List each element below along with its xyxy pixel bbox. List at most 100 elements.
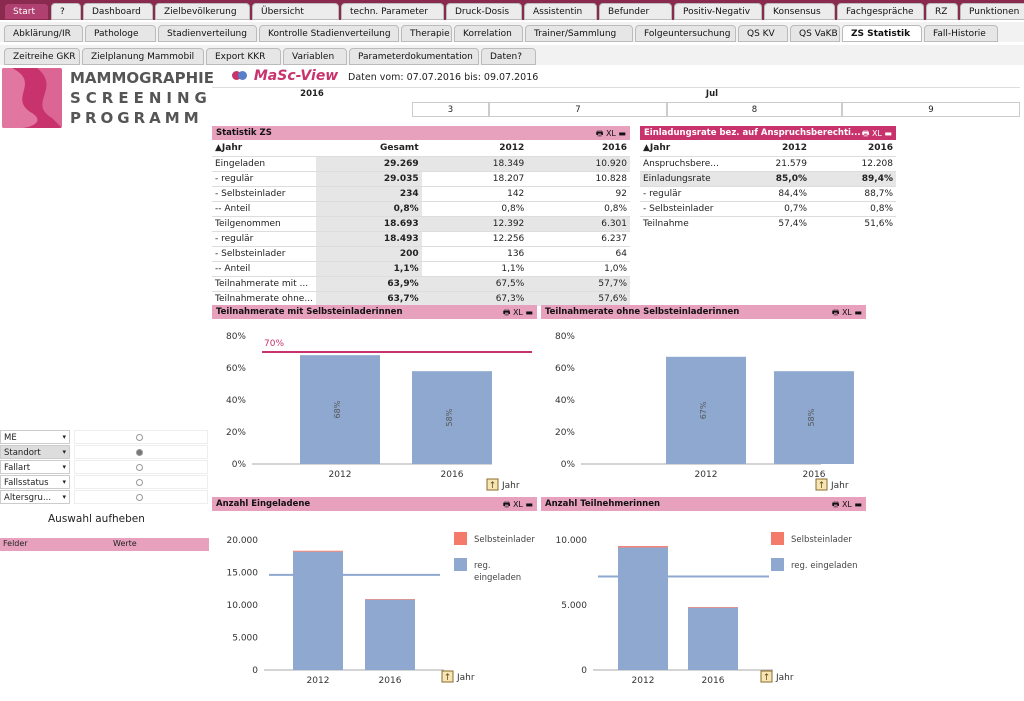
chart-controls-icon[interactable]: 🖶 XL ▬ [831,500,862,509]
sort-arrow-icon[interactable]: ↑ [489,481,497,491]
y-tick-label: 80% [555,332,575,342]
bar[interactable] [774,371,854,464]
table-row: - regulär 84,4% 88,7% [640,185,896,201]
filter-fallart[interactable]: Fallart ▾ [0,460,70,474]
tab-übersicht[interactable]: Übersicht [252,3,339,20]
bar[interactable] [293,551,343,670]
tab-[interactable]: ? [51,3,81,20]
y-tick-label: 0 [252,666,258,676]
filter-value[interactable] [74,430,208,444]
tab-kontrolle-stadienverteilung[interactable]: Kontrolle Stadienverteilung [259,25,399,42]
chart-controls-icon[interactable]: 🖶 XL ▬ [502,500,533,509]
tab-techn-parameter[interactable]: techn. Parameter [341,3,444,20]
filter-value[interactable] [74,460,208,474]
auswahl-aufheben-button[interactable]: Auswahl aufheben [48,513,145,525]
column-header[interactable]: ▲Jahr [215,143,243,154]
sort-arrow-icon[interactable]: ↑ [763,673,771,683]
bar[interactable] [666,356,746,464]
table-controls-icon[interactable]: 🖶 XL ▬ [861,129,892,138]
column-header[interactable]: 2012 [781,143,807,154]
bar[interactable] [365,599,415,600]
dropdown-arrow-icon[interactable]: ▾ [62,493,66,501]
bar[interactable] [618,546,668,548]
tab-rz[interactable]: RZ [926,3,958,20]
sort-arrow-icon[interactable]: ↑ [444,673,452,683]
radio-icon[interactable] [136,479,143,486]
timeline-day[interactable]: 8 [667,102,842,117]
tab-export-kkr[interactable]: Export KKR [206,48,281,65]
bar[interactable] [293,550,343,552]
timeline-month[interactable]: Jul [705,89,719,99]
tab-punktionen[interactable]: Punktionen [960,3,1024,20]
x-tick-label: 2016 [702,676,725,686]
tab-positiv-negativ[interactable]: Positiv-Negativ [674,3,762,20]
table-cell: -- Anteil [212,260,316,276]
column-header[interactable]: Gesamt [380,143,419,154]
timeline-day[interactable]: 3 [412,102,489,117]
sort-icon[interactable] [815,478,828,491]
tab-daten[interactable]: Daten? [481,48,536,65]
bar[interactable] [300,355,380,464]
column-header[interactable]: 2012 [499,143,525,154]
tab-dashboard[interactable]: Dashboard [83,3,153,20]
tab-konsensus[interactable]: Konsensus [764,3,835,20]
filter-value[interactable] [74,490,208,504]
radio-icon[interactable] [136,494,143,501]
radio-icon[interactable] [136,449,143,456]
bar[interactable] [688,607,738,670]
tab-pathologe[interactable]: Pathologe [85,25,156,42]
tab-trainer-sammlung[interactable]: Trainer/Sammlung [525,25,633,42]
tab-assistentin[interactable]: Assistentin [524,3,597,20]
chart-controls-icon[interactable]: 🖶 XL ▬ [502,308,533,317]
timeline-day[interactable]: 9 [842,102,1020,117]
bar[interactable] [412,371,492,464]
tab-qs-kv[interactable]: QS KV [738,25,788,42]
chart-svg: 0% 20% 40% 60% 80% 67% 2012 58% 2016↑ Jahr [555,332,854,491]
timeline-day[interactable]: 7 [489,102,667,117]
sort-icon[interactable] [760,670,773,683]
sort-icon[interactable] [441,670,454,683]
dropdown-arrow-icon[interactable]: ▾ [62,448,66,456]
radio-icon[interactable] [136,434,143,441]
tab-variablen[interactable]: Variablen [283,48,347,65]
tab-druck-dosis[interactable]: Druck-Dosis [446,3,522,20]
radio-icon[interactable] [136,464,143,471]
bar[interactable] [365,599,415,670]
filter-me[interactable]: ME ▾ [0,430,70,444]
chart-controls-icon[interactable]: 🖶 XL ▬ [831,308,862,317]
sort-arrow-icon[interactable]: ↑ [818,481,826,491]
tab-qs-vakb[interactable]: QS VaKB [790,25,840,42]
tab-zeitreihe-gkr[interactable]: Zeitreihe GKR [4,48,80,65]
tab-befunder[interactable]: Befunder [599,3,672,20]
tab-parameterdokumentation[interactable]: Parameterdokumentation [349,48,479,65]
bar[interactable] [688,606,738,608]
tab-therapie[interactable]: Therapie [401,25,452,42]
column-header[interactable]: 2016 [601,143,627,154]
dropdown-arrow-icon[interactable]: ▾ [62,478,66,486]
tab-zs-statistik[interactable]: ZS Statistik [842,25,922,42]
dropdown-arrow-icon[interactable]: ▾ [62,463,66,471]
bar[interactable] [618,547,668,670]
filter-value[interactable] [74,445,208,459]
dropdown-arrow-icon[interactable]: ▾ [62,433,66,441]
filter-standort[interactable]: Standort ▾ [0,445,70,459]
reference-line-label: 70% [264,339,284,349]
tab-zielbevölkerung[interactable]: Zielbevölkerung [155,3,250,20]
tab-zielplanung-mammobil[interactable]: Zielplanung Mammobil [82,48,204,65]
filter-altersgru[interactable]: Altersgru... ▾ [0,490,70,504]
tab-stadienverteilung[interactable]: Stadienverteilung [158,25,257,42]
table-controls-icon[interactable]: 🖶 XL ▬ [595,129,626,138]
column-header[interactable]: 2016 [867,143,893,154]
bar-value-label: 68% [333,400,342,418]
filter-value[interactable] [74,475,208,489]
tab-folgeuntersuchung[interactable]: Folgeuntersuchung [635,25,736,42]
tab-korrelation[interactable]: Korrelation [454,25,523,42]
sort-icon[interactable] [486,478,499,491]
tab-fall-historie[interactable]: Fall-Historie [924,25,998,42]
tab-start[interactable]: Start [4,3,49,20]
timeline-year[interactable]: 2016 [300,89,324,99]
filter-fallsstatus[interactable]: Fallsstatus ▾ [0,475,70,489]
tab-fachgespräche[interactable]: Fachgespräche [837,3,924,20]
tab-abklärung-ir[interactable]: Abklärung/IR [4,25,83,42]
column-header[interactable]: ▲Jahr [643,143,671,154]
